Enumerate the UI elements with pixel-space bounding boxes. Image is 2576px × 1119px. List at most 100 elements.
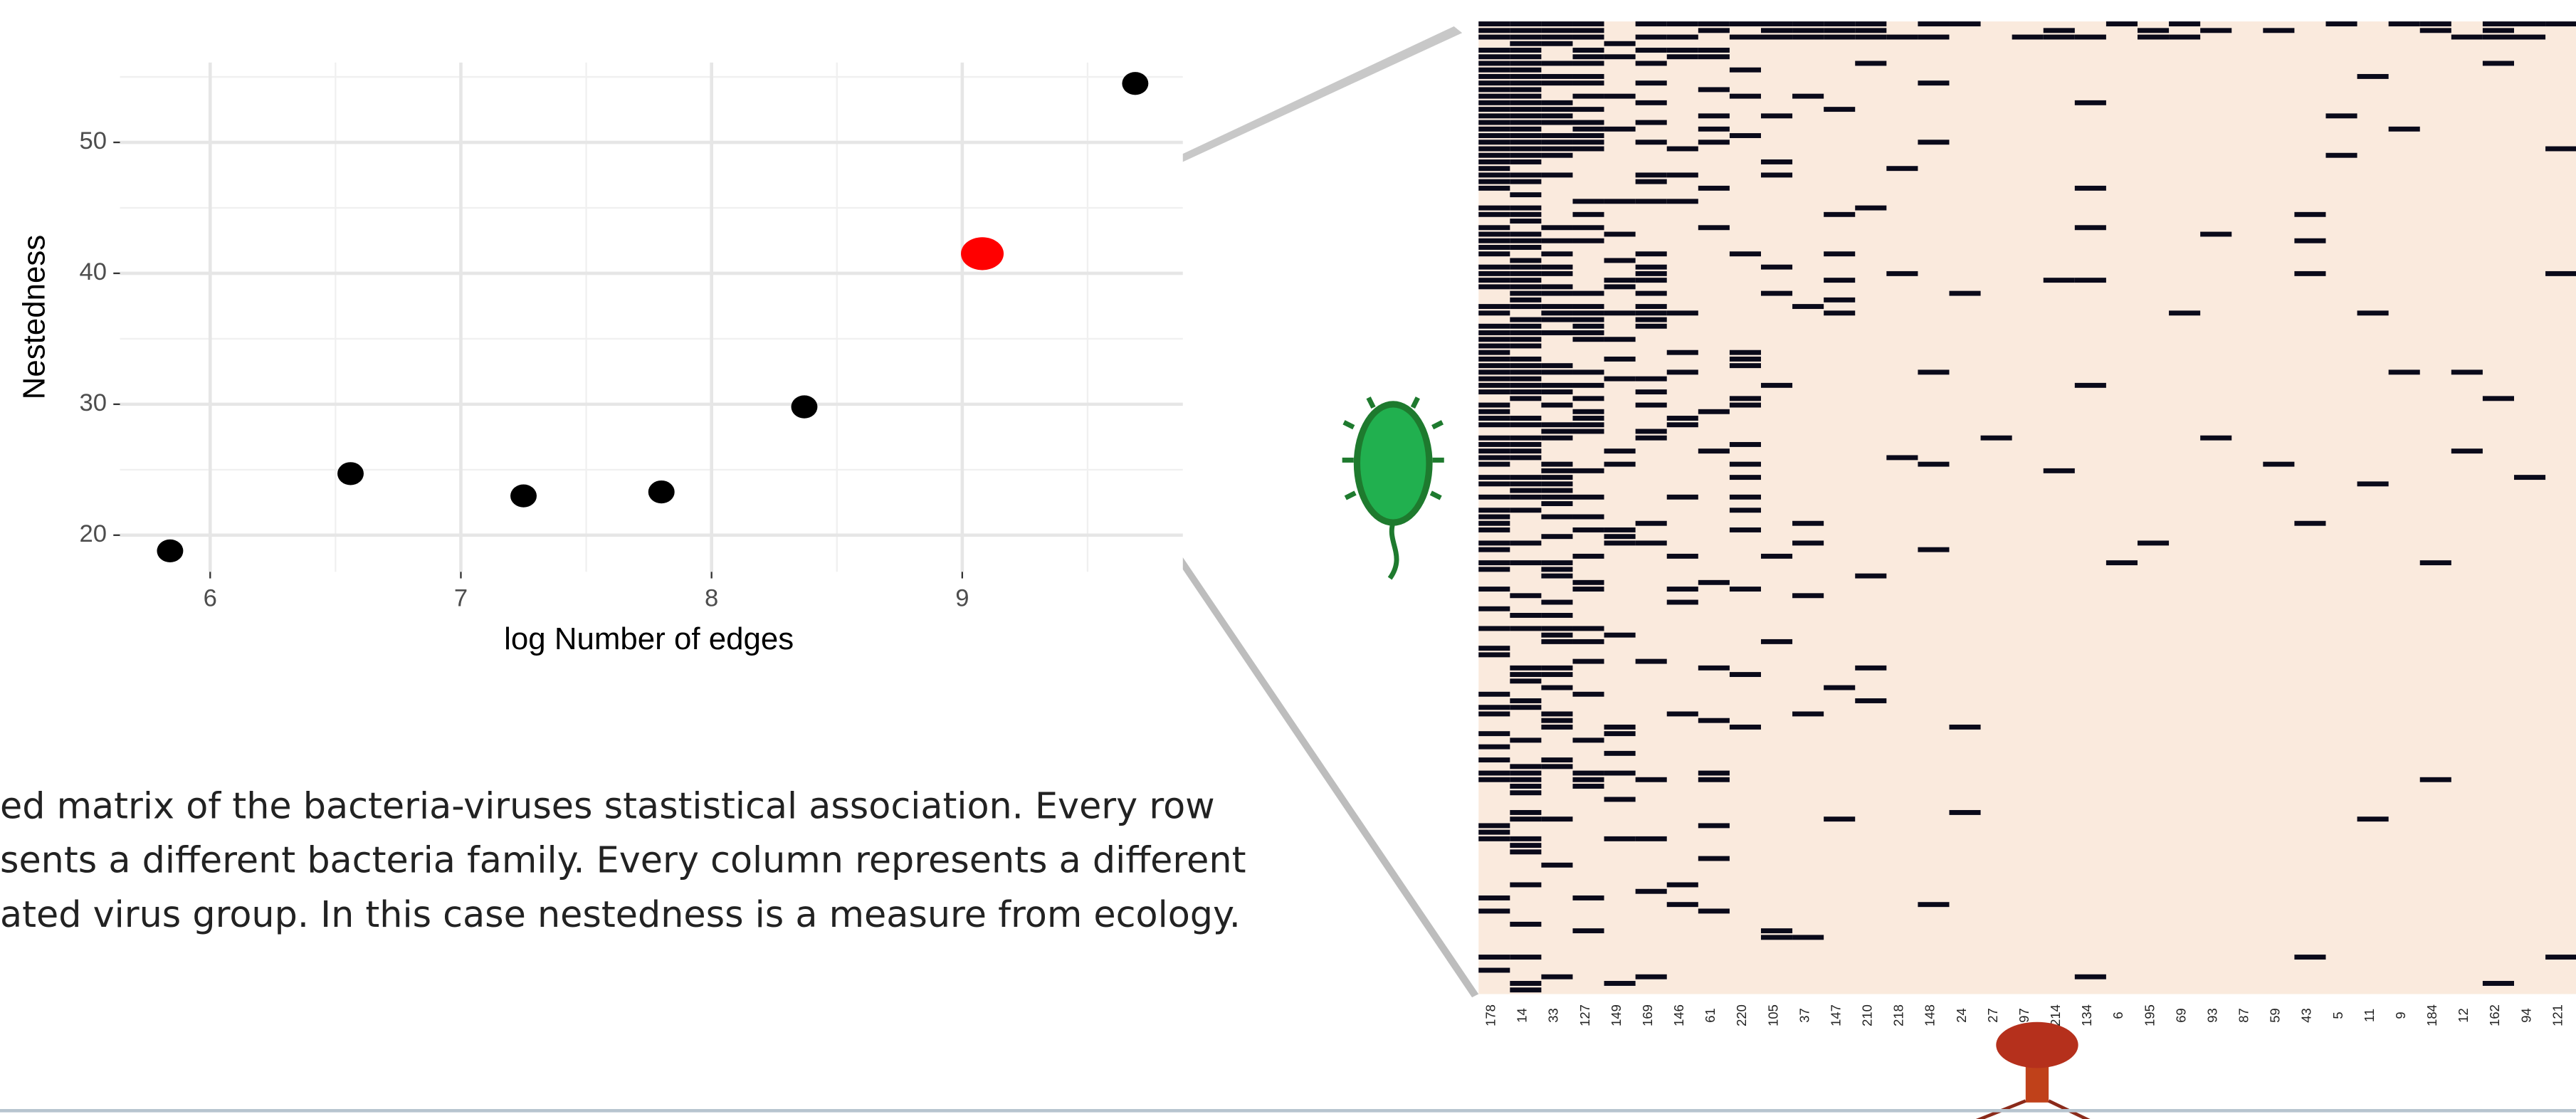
heatmap-cell <box>1541 120 1572 125</box>
heatmap-cell <box>1510 784 1541 789</box>
heatmap-cell <box>1510 369 1541 374</box>
heatmap-cell <box>1510 87 1541 92</box>
heatmap-cell <box>1698 666 1730 671</box>
heatmap-cell <box>2483 396 2514 401</box>
heatmap-cell <box>1510 396 1541 401</box>
heatmap-cell <box>1510 922 1541 927</box>
heatmap-cell <box>1478 442 1510 447</box>
heatmap-cell <box>1541 369 1572 374</box>
heatmap-cell <box>1604 54 1636 59</box>
x-axis-title: log Number of edges <box>504 621 794 656</box>
heatmap-cell <box>1510 416 1541 421</box>
heatmap-cell <box>1510 666 1541 671</box>
heatmap-cell <box>1886 271 1918 276</box>
heatmap-cell <box>1572 580 1604 585</box>
heatmap-cell <box>1478 100 1510 105</box>
heatmap-cell <box>2075 186 2106 191</box>
heatmap-cell <box>1510 120 1541 125</box>
heatmap-cell <box>2420 21 2451 26</box>
heatmap-cell <box>1824 107 1855 112</box>
heatmap-cell <box>1541 304 1572 309</box>
heatmap-cell <box>1604 981 1636 986</box>
heatmap-cell <box>1667 172 1698 177</box>
point <box>961 237 1004 270</box>
heatmap-cell <box>1478 377 1510 382</box>
heatmap-cell <box>1541 501 1572 506</box>
heatmap-cell <box>2263 462 2294 467</box>
heatmap-cell <box>1886 455 1918 460</box>
heatmap-cell <box>1918 902 1949 907</box>
heatmap-cell <box>1698 580 1730 585</box>
heatmap-cell <box>1541 567 1572 572</box>
heatmap-cell <box>1478 48 1510 53</box>
heatmap-cell <box>2138 540 2169 545</box>
column-label: 169 <box>1640 1004 1655 1026</box>
heatmap-cell <box>1478 61 1510 66</box>
heatmap-cell <box>1792 521 1824 526</box>
heatmap-cell <box>2514 35 2545 40</box>
column-label: 162 <box>2487 1004 2502 1026</box>
heatmap-cell <box>1541 639 1572 644</box>
heatmap-cell <box>1730 35 1761 40</box>
heatmap-cell <box>1510 422 1541 427</box>
heatmap-cell <box>1541 265 1572 270</box>
heatmap-cell <box>1510 94 1541 99</box>
heatmap-cell <box>1572 337 1604 342</box>
heatmap-cell <box>1541 251 1572 256</box>
heatmap-cell <box>1541 626 1572 631</box>
column-label: 146 <box>1671 1004 1686 1026</box>
heatmap-cell <box>2044 28 2075 33</box>
heatmap-cell <box>1541 21 1572 26</box>
heatmap-cell <box>1636 310 1667 315</box>
heatmap-cell <box>1478 475 1510 480</box>
heatmap-cell <box>1510 389 1541 394</box>
heatmap-cell <box>1698 856 1730 861</box>
heatmap-cell <box>1510 955 1541 960</box>
heatmap-cell <box>1541 153 1572 158</box>
heatmap-cell <box>1510 61 1541 66</box>
heatmap-cell <box>1604 448 1636 453</box>
heatmap-cell <box>2483 28 2514 33</box>
heatmap-cell <box>1572 54 1604 59</box>
heatmap-cell <box>2451 35 2483 40</box>
heatmap-cell <box>1510 698 1541 703</box>
heatmap-cell <box>1541 330 1572 335</box>
heatmap-cell <box>1604 199 1636 204</box>
heatmap-cell <box>1510 672 1541 677</box>
heatmap-cell <box>1698 87 1730 92</box>
heatmap-cell <box>1510 613 1541 618</box>
heatmap-cell <box>1604 94 1636 99</box>
heatmap-cell <box>1541 61 1572 66</box>
column-label: 105 <box>1765 1004 1780 1026</box>
heatmap-cell <box>1604 462 1636 467</box>
heatmap-cell <box>1541 383 1572 388</box>
heatmap-cell <box>1949 291 1980 296</box>
heatmap-cell <box>1510 810 1541 815</box>
column-label: 33 <box>1546 1008 1561 1023</box>
heatmap-cell <box>1478 521 1510 526</box>
heatmap-cell <box>1572 317 1604 322</box>
heatmap-cell <box>1949 21 1980 26</box>
heatmap-cell <box>2263 28 2294 33</box>
heatmap-cell <box>1667 350 1698 355</box>
heatmap-cell <box>1478 87 1510 92</box>
heatmap-cell <box>1478 310 1510 315</box>
heatmap-cell <box>1636 61 1667 66</box>
heatmap-cell <box>1541 974 1572 979</box>
heatmap-cell <box>1541 389 1572 394</box>
heatmap-cell <box>1572 383 1604 388</box>
heatmap-cell <box>1667 600 1698 605</box>
heatmap-cell <box>1730 442 1761 447</box>
heatmap-cell <box>1478 245 1510 250</box>
heatmap-cell <box>1572 324 1604 329</box>
column-label: 121 <box>2550 1004 2565 1026</box>
heatmap-cell <box>1510 849 1541 854</box>
heatmap-cell <box>1478 251 1510 256</box>
heatmap-cell <box>1478 159 1510 164</box>
heatmap-cell <box>1886 35 1918 40</box>
heatmap-cell <box>1730 475 1761 480</box>
heatmap-cell <box>1604 731 1636 736</box>
heatmap-cell <box>1636 265 1667 270</box>
heatmap-cell <box>2294 955 2325 960</box>
